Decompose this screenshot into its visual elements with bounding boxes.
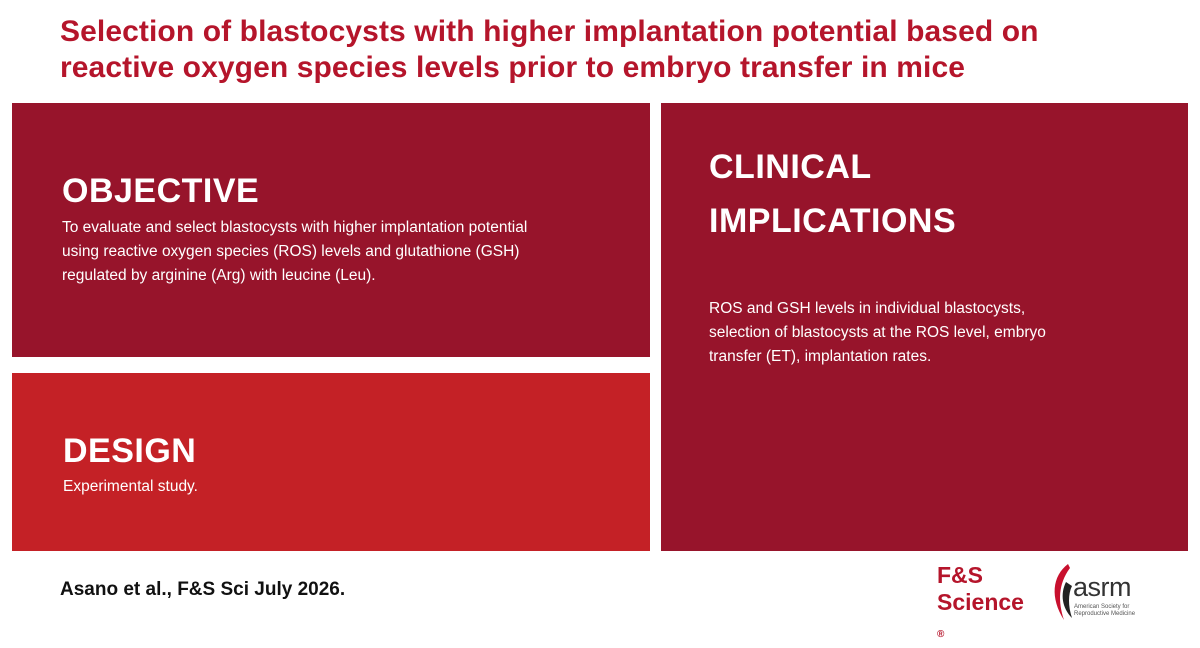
clinical-implications-text: ROS and GSH levels in individual blastoc…: [709, 297, 1046, 369]
clinical-implications-text-line-3: transfer (ET), implantation rates.: [709, 348, 932, 365]
clinical-implications-heading-line-2: IMPLICATIONS: [709, 202, 957, 240]
asrm-subtitle-line-2: Reproductive Medicine: [1074, 611, 1136, 617]
asrm-wordmark: asrm: [1073, 572, 1132, 602]
registered-mark: ®: [937, 629, 945, 640]
clinical-implications-panel: CLINICAL IMPLICATIONS ROS and GSH levels…: [661, 103, 1188, 551]
objective-panel: OBJECTIVE To evaluate and select blastoc…: [12, 103, 650, 357]
asrm-swoosh-icon: [1054, 564, 1072, 620]
design-text: Experimental study.: [63, 478, 198, 495]
design-heading: DESIGN: [63, 432, 197, 470]
clinical-implications-heading: CLINICAL IMPLICATIONS: [709, 140, 956, 248]
asrm-logo: asrm American Society for Reproductive M…: [1050, 562, 1150, 624]
objective-heading: OBJECTIVE: [62, 172, 260, 210]
clinical-implications-heading-line-1: CLINICAL: [709, 148, 872, 186]
fs-logo-line-1: F&S: [937, 562, 983, 588]
fs-logo-word: Science: [937, 589, 1024, 615]
fs-science-logo: F&S Science ®: [937, 562, 1037, 640]
objective-text-line-2: using reactive oxygen species (ROS) leve…: [62, 243, 520, 260]
citation: Asano et al., F&S Sci July 2026.: [60, 579, 346, 600]
fs-logo-line-2: Science ®: [937, 589, 1037, 648]
clinical-implications-text-line-1: ROS and GSH levels in individual blastoc…: [709, 300, 1026, 317]
page-title: Selection of blastocysts with higher imp…: [60, 14, 1160, 86]
design-panel: DESIGN Experimental study.: [12, 373, 650, 551]
title-line-1: Selection of blastocysts with higher imp…: [60, 15, 1039, 48]
asrm-subtitle-line-1: American Society for: [1074, 604, 1130, 610]
clinical-implications-text-line-2: selection of blastocysts at the ROS leve…: [709, 324, 1046, 341]
title-line-2: reactive oxygen species levels prior to …: [60, 51, 966, 84]
objective-text: To evaluate and select blastocysts with …: [62, 216, 527, 288]
asrm-subtitle: American Society for Reproductive Medici…: [1074, 604, 1135, 618]
objective-text-line-1: To evaluate and select blastocysts with …: [62, 219, 528, 236]
objective-text-line-3: regulated by arginine (Arg) with leucine…: [62, 267, 376, 284]
